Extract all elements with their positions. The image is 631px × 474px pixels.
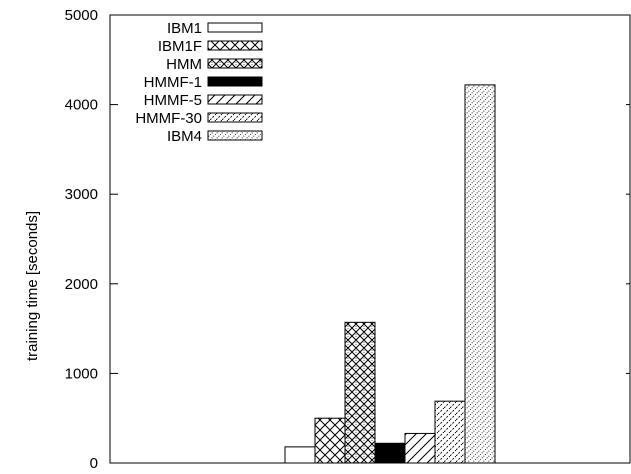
legend-swatch-hmmf-30 (207, 112, 263, 123)
y-tick-label: 4000 (65, 97, 98, 114)
bar-ibm1 (284, 446, 316, 464)
bar-hmmf-5 (404, 432, 436, 464)
y-axis-title: training time [seconds] (24, 211, 41, 361)
legend-swatch-ibm1 (207, 22, 263, 33)
y-tick-label: 2000 (65, 276, 98, 293)
legend-label-hmmf-1: HMMF-1 (144, 74, 202, 91)
bar-ibm4 (464, 84, 496, 464)
y-tick-label: 5000 (65, 7, 98, 24)
y-tick-label: 1000 (65, 365, 98, 382)
legend-label-hmmf-5: HMMF-5 (144, 92, 202, 109)
bar-hmmf-1 (374, 442, 406, 464)
bar-ibm1f (314, 417, 346, 464)
legend-swatch-hmmf-5 (207, 94, 263, 105)
legend-swatch-ibm4 (207, 130, 263, 141)
legend-label-hmmf-30: HMMF-30 (135, 110, 202, 127)
legend-label-hmm: HMM (166, 56, 202, 73)
bar-hmm (344, 321, 376, 464)
legend-swatch-ibm1f (207, 40, 263, 51)
bar-hmmf-30 (434, 400, 466, 464)
legend-label-ibm1: IBM1 (167, 20, 202, 37)
legend-swatch-hmm (207, 58, 263, 69)
y-tick-label: 3000 (65, 186, 98, 203)
legend-swatch-hmmf-1 (207, 76, 263, 87)
legend-label-ibm1f: IBM1F (158, 38, 202, 55)
y-tick-label: 0 (90, 455, 98, 472)
legend-label-ibm4: IBM4 (167, 128, 202, 145)
